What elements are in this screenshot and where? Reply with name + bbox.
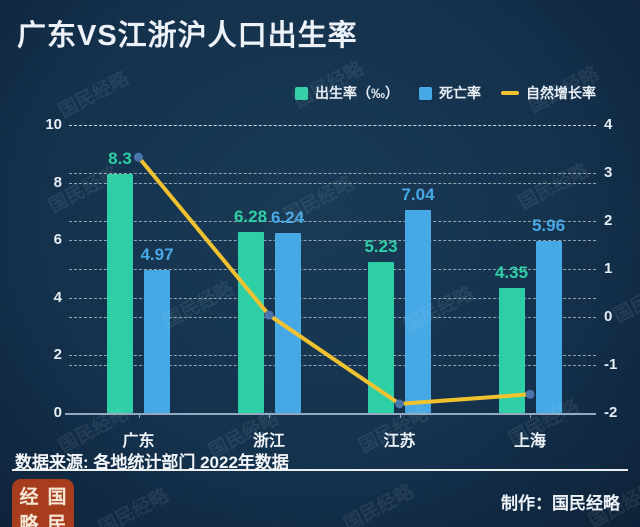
bar-value-label: 7.04: [401, 185, 435, 205]
divider-line: [12, 469, 628, 471]
seal-character: 经: [19, 487, 39, 508]
gridline-right-axis: [69, 125, 596, 126]
chart-legend: 出生率（‰） 死亡率 自然增长率: [295, 83, 596, 103]
watermark-text: 国民经略: [95, 485, 173, 527]
y-axis-right-tick-label: 3: [604, 164, 613, 181]
bar-birth-rate: [237, 232, 264, 413]
legend-item-3: 自然增长率: [501, 83, 596, 103]
legend-square-swatch-icon: [419, 86, 432, 100]
bar-birth-rate: [107, 173, 133, 413]
y-axis-right-tick-label: 0: [604, 308, 613, 325]
bar-value-label: 6.24: [270, 208, 305, 228]
bar-value-label: 5.96: [531, 216, 566, 236]
gridline-right-axis: [69, 173, 596, 174]
y-axis-right-tick-label: -1: [604, 356, 618, 373]
y-axis-left-tick-label: 4: [53, 288, 62, 306]
bar-value-label: 5.23: [364, 237, 398, 257]
page-title: 广东VS江浙沪人口出生率: [17, 20, 358, 52]
credit-note: 制作：国民经略: [501, 494, 620, 513]
bar-birth-rate: [368, 262, 394, 413]
axis-baseline: [65, 413, 596, 415]
watermark-text: 国民经略: [340, 481, 418, 527]
y-axis-left-tick-label: 2: [53, 346, 62, 364]
bar-value-label: 4.35: [494, 262, 529, 282]
y-axis-right-tick-label: 4: [604, 116, 613, 133]
legend-line-swatch-icon: [501, 91, 519, 95]
x-axis-tick: [269, 413, 270, 418]
y-axis-right-tick-label: 1: [604, 260, 613, 277]
y-axis-left-tick-label: 6: [53, 231, 62, 249]
y-axis-right-tick-label: 2: [604, 212, 613, 229]
x-axis-label: 浙江: [252, 433, 285, 450]
brand-seal: 经国略民: [12, 479, 74, 527]
watermark-text: 国民经略: [160, 278, 238, 333]
legend-item-1: 出生率（‰）: [295, 83, 399, 103]
seal-character: 国: [47, 487, 67, 508]
bar-value-label: 8.3: [108, 148, 132, 168]
legend-label: 死亡率: [439, 85, 481, 101]
gridline-left-axis: [69, 240, 596, 242]
watermark-text: 国民经略: [515, 160, 593, 215]
bar-death-rate: [405, 210, 431, 413]
line-path: [136, 155, 532, 406]
y-axis-left-tick-label: 8: [53, 173, 62, 191]
x-axis-label: 广东: [122, 433, 155, 450]
seal-character: 民: [47, 514, 67, 527]
bar-value-label: 4.97: [140, 244, 174, 264]
bar-birth-rate: [498, 287, 525, 413]
x-axis-label: 上海: [513, 433, 546, 450]
watermark-text: 国民经略: [55, 68, 133, 123]
legend-item-2: 死亡率: [419, 83, 481, 103]
x-axis-tick: [399, 413, 401, 418]
legend-label: 自然增长率: [526, 85, 596, 101]
source-note: 数据来源: 各地统计部门 2022年数据: [15, 453, 289, 472]
legend-square-swatch-icon: [295, 86, 308, 100]
bar-death-rate: [535, 241, 562, 413]
bar-death-rate: [144, 269, 170, 413]
gridline-left-axis: [69, 182, 596, 184]
line-marker: [395, 399, 404, 409]
legend-label: 出生率（‰）: [315, 85, 399, 101]
x-axis-tick: [530, 413, 531, 418]
line-marker: [264, 310, 274, 320]
y-axis-right-tick-label: -2: [604, 404, 618, 421]
bar-death-rate: [274, 233, 301, 413]
line-marker: [525, 389, 535, 399]
x-axis-label: 江苏: [383, 433, 416, 450]
seal-character: 略: [19, 514, 39, 527]
y-axis-left-tick-label: 0: [53, 404, 62, 421]
y-axis-left-tick-label: 10: [45, 116, 62, 133]
x-axis-tick: [138, 413, 140, 418]
